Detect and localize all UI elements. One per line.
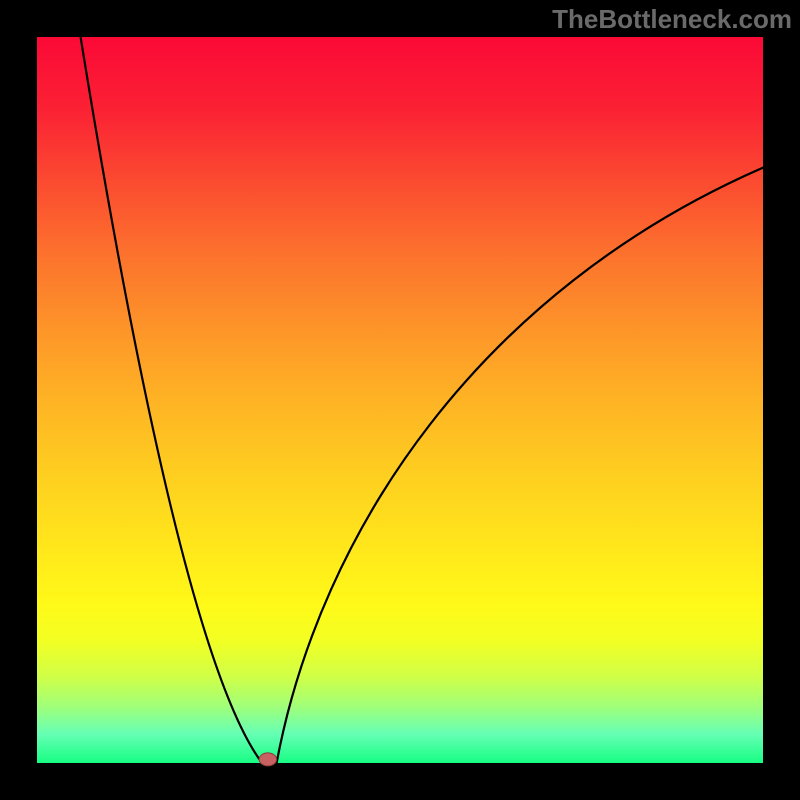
watermark-text: TheBottleneck.com [552,4,792,35]
optimum-marker [259,753,276,766]
